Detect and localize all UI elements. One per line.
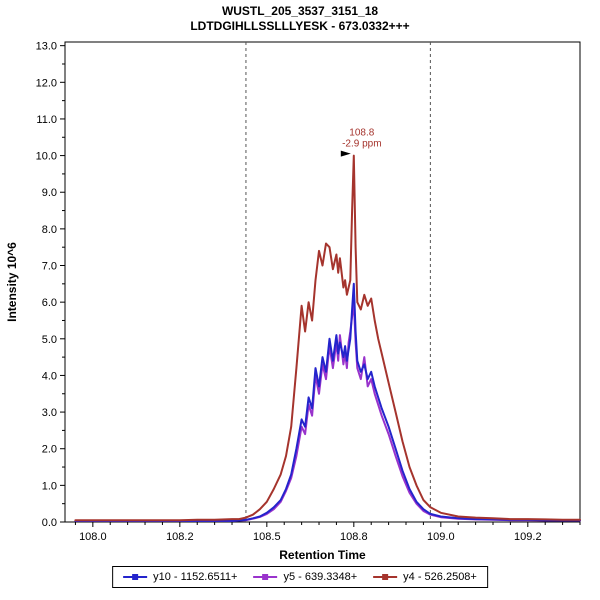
x-tick-label: 109.2 xyxy=(514,531,542,543)
legend-label-y4: y4 - 526.2508+ xyxy=(403,571,477,583)
x-tick-label: 108.5 xyxy=(253,531,281,543)
y-tick-label: 12.0 xyxy=(36,77,57,89)
y-tick-label: 9.0 xyxy=(42,187,57,199)
y-tick-label: 0.0 xyxy=(42,517,57,529)
y-tick-label: 11.0 xyxy=(36,114,57,126)
peak-annotation-rt: 108.8 xyxy=(349,128,374,139)
y-tick-label: 10.0 xyxy=(36,151,57,163)
legend-item-y10: y10 - 1152.6511+ xyxy=(123,571,237,583)
x-axis-label: Retention Time xyxy=(279,548,366,562)
y-tick-label: 6.0 xyxy=(42,297,57,309)
y-tick-label: 4.0 xyxy=(42,370,57,382)
y-tick-label: 5.0 xyxy=(42,334,57,346)
y-tick-label: 1.0 xyxy=(42,480,57,492)
y-tick-label: 8.0 xyxy=(42,224,57,236)
chart-titles: WUSTL_205_3537_3151_18 LDTDGIHLLSSLLLYES… xyxy=(0,4,600,34)
legend-label-y5: y5 - 639.3348+ xyxy=(283,571,358,583)
legend-swatch-y10 xyxy=(123,574,148,580)
chart-title: WUSTL_205_3537_3151_18 xyxy=(221,4,379,18)
x-tick-label: 108.8 xyxy=(340,531,368,543)
y-tick-label: 3.0 xyxy=(42,407,57,419)
x-tick-label: 108.2 xyxy=(166,531,194,543)
legend-label-y10: y10 - 1152.6511+ xyxy=(153,571,238,583)
legend-item-y5: y5 - 639.3348+ xyxy=(253,571,357,583)
series-y10 xyxy=(74,282,581,522)
legend-swatch-y5 xyxy=(253,574,278,580)
series-y5 xyxy=(74,301,581,522)
y-tick-label: 2.0 xyxy=(42,444,57,456)
peak-annotation-ppm: -2.9 ppm xyxy=(342,139,381,150)
x-tick-label: 108.0 xyxy=(79,531,107,543)
chromatogram-chart: 0.0 1.0 2.0 3.0 4.0 5.0 6.0 7.0 8.0 9.0 10.0 11.0 12… xyxy=(5,41,581,562)
legend-item-y4: y4 - 526.2508+ xyxy=(373,571,477,583)
series-y4 xyxy=(74,154,581,522)
x-tick-label: 109.0 xyxy=(427,531,455,543)
y-axis-label: Intensity 10^6 xyxy=(5,242,19,322)
chart-subtitle: LDTDGIHLLSSLLLYESK - 673.0332+++ xyxy=(190,19,410,33)
legend: y10 - 1152.6511+ y5 - 639.3348+ y4 - 526… xyxy=(112,566,488,588)
legend-swatch-y4 xyxy=(373,574,398,580)
y-tick-label: 13.0 xyxy=(36,41,57,53)
y-tick-label: 7.0 xyxy=(42,261,57,273)
peak-arrow-icon xyxy=(340,150,351,157)
plot-border xyxy=(64,41,581,523)
